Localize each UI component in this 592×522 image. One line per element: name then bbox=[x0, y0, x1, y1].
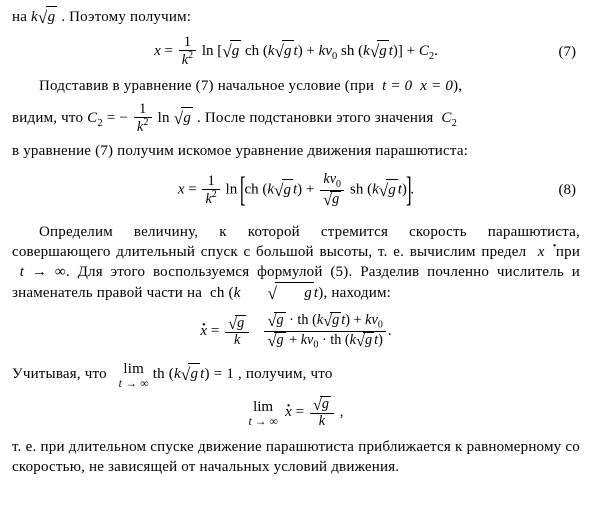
eq-body: limt → ∞ x = √gk , bbox=[249, 396, 344, 429]
m: C2 bbox=[437, 110, 457, 126]
txt: Подставив в уравнение (7) начальное усло… bbox=[39, 78, 374, 94]
m: t = 0 x = 0 bbox=[378, 78, 453, 94]
m: limt → ∞ th (k√gt) = 1 bbox=[119, 366, 238, 382]
txt: находим: bbox=[331, 285, 391, 301]
para-lead: на k√g . Поэтому получим: bbox=[12, 6, 580, 29]
m: ch (k√gt) bbox=[206, 285, 323, 301]
txt: , получим, что bbox=[238, 366, 333, 382]
para-2: видим, что C2 = − 1k2 ln √g . После подс… bbox=[12, 102, 580, 135]
m: x bbox=[532, 244, 550, 260]
equation-8: x = 1k2 ln [ch (k√gt) + kv0√g sh (k√gt)]… bbox=[12, 167, 580, 214]
eqnum: (7) bbox=[559, 41, 577, 61]
txt: . После подстановки этого значения bbox=[197, 110, 434, 126]
txt: . Поэтому получим: bbox=[61, 9, 191, 25]
eqnum: (8) bbox=[559, 180, 577, 200]
txt: Определим величину, к которой стремится … bbox=[12, 224, 580, 260]
para-1: Подставив в уравнение (7) начальное усло… bbox=[12, 76, 580, 96]
eq8-body: x = 1k2 ln [ch (k√gt) + kv0√g sh (k√gt)]… bbox=[178, 167, 414, 214]
equation-7: x = 1k2 ln [√g ch (k√gt) + kv0 sh (k√gt)… bbox=[12, 35, 580, 68]
eq7-body: x = 1k2 ln [√g ch (k√gt) + kv0 sh (k√gt)… bbox=[154, 35, 438, 68]
txt: при bbox=[556, 244, 580, 260]
m: t → ∞ bbox=[12, 264, 66, 280]
txt: ), bbox=[453, 78, 462, 94]
para-3: в уравнение (7) получим искомое уравнени… bbox=[12, 141, 580, 161]
txt: видим, что bbox=[12, 110, 83, 126]
para-6: т. е. при длительном спуске движение пар… bbox=[12, 437, 580, 478]
para-5: Учитывая, что limt → ∞ th (k√gt) = 1 , п… bbox=[12, 359, 580, 390]
txt: на bbox=[12, 9, 27, 25]
para-4: Определим величину, к которой стремится … bbox=[12, 222, 580, 306]
m: C2 = − 1k2 ln √g bbox=[87, 110, 197, 126]
m: k√g bbox=[31, 9, 61, 25]
equation-lim: limt → ∞ x = √gk , bbox=[12, 396, 580, 429]
txt: Учитывая, что bbox=[12, 366, 107, 382]
eq-body: x = √gk √g · th (k√gt) + kv0 √g + kv0 · … bbox=[200, 312, 391, 351]
equation-xdot: x = √gk √g · th (k√gt) + kv0 √g + kv0 · … bbox=[12, 312, 580, 351]
